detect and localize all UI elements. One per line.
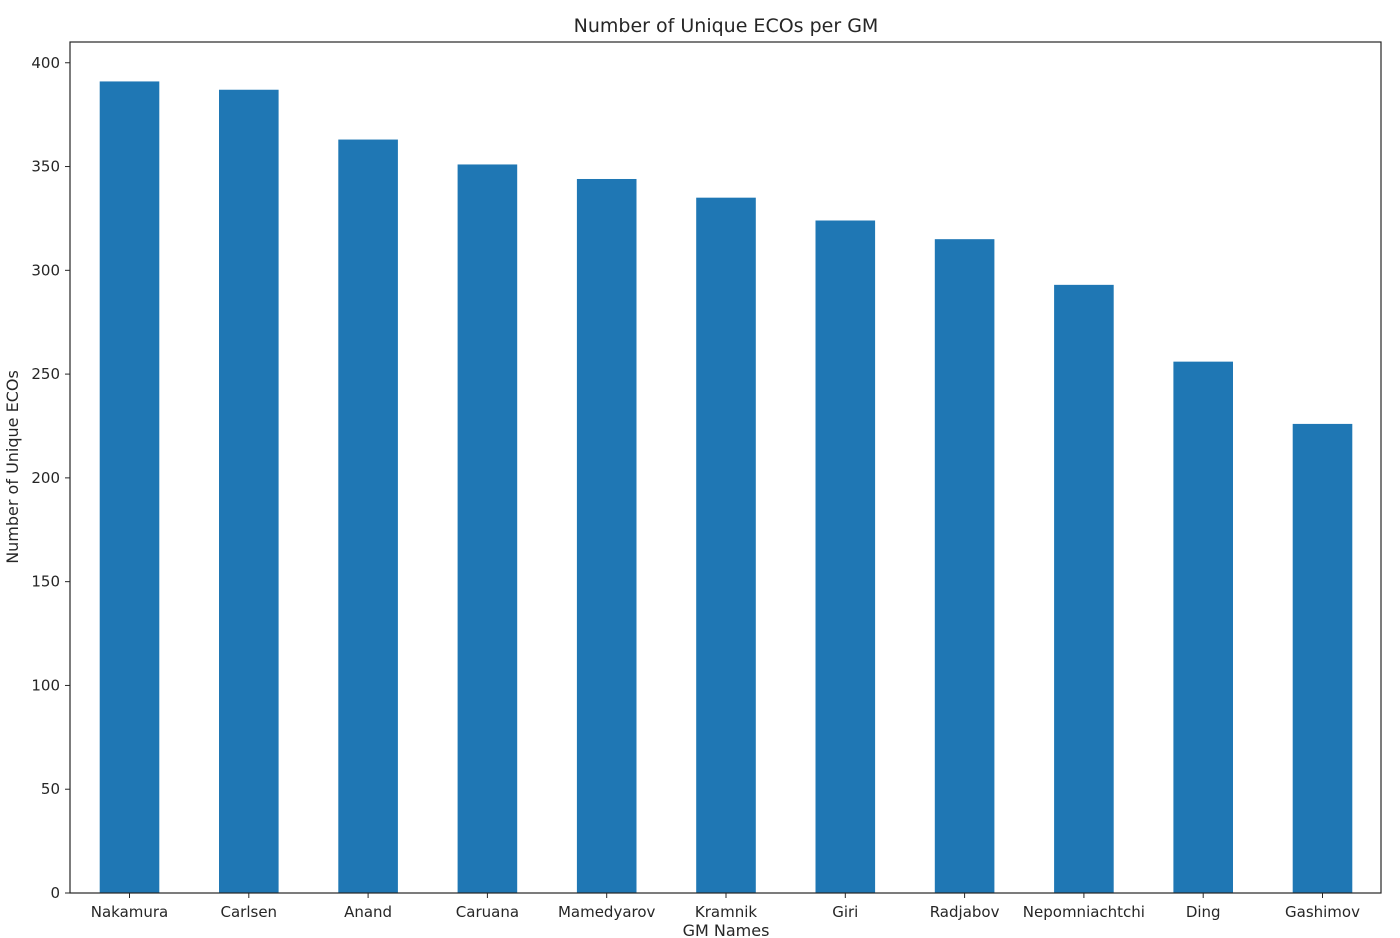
x-tick-label: Gashimov xyxy=(1285,903,1360,921)
y-tick-label: 50 xyxy=(41,780,60,798)
x-tick-label: Radjabov xyxy=(930,903,1000,921)
y-tick-label: 0 xyxy=(50,884,60,902)
y-tick-label: 150 xyxy=(31,573,60,591)
y-tick-label: 250 xyxy=(31,365,60,383)
x-axis-label: GM Names xyxy=(683,921,770,938)
x-tick-label: Kramnik xyxy=(695,903,757,921)
y-tick-label: 100 xyxy=(31,676,60,694)
x-tick-label: Carlsen xyxy=(221,903,278,921)
bar-kramnik xyxy=(696,197,756,894)
bars-group xyxy=(99,81,1353,894)
y-axis-label: Number of Unique ECOs xyxy=(3,370,22,564)
bar-anand xyxy=(338,139,398,894)
bar-mamedyarov xyxy=(576,178,637,894)
bar-nakamura xyxy=(99,81,160,893)
bar-gashimov xyxy=(1292,423,1353,893)
y-tick-label: 400 xyxy=(31,54,60,72)
bar-caruana xyxy=(457,164,518,893)
x-tick-label: Anand xyxy=(344,903,392,921)
bar-nepomniachtchi xyxy=(1054,284,1114,894)
x-tick-label: Nakamura xyxy=(91,903,169,921)
x-tick-label: Giri xyxy=(832,903,858,921)
x-tick-label: Ding xyxy=(1186,903,1221,921)
y-tick-label: 300 xyxy=(31,261,60,279)
x-axis: Nakamura Carlsen Anand Caruana Mamedyarov Kra… xyxy=(91,893,1360,921)
bar-carlsen xyxy=(219,89,279,894)
bar-giri xyxy=(815,220,876,893)
y-tick-label: 200 xyxy=(31,469,60,487)
x-tick-label: Mamedyarov xyxy=(558,903,656,921)
bar-radjabov xyxy=(934,239,995,893)
y-axis: 0 50 100 150 200 250 300 350 400 xyxy=(31,54,70,902)
x-tick-label: Caruana xyxy=(456,903,519,921)
bar-ding xyxy=(1173,361,1233,893)
chart-title: Number of Unique ECOs per GM xyxy=(574,15,879,37)
x-tick-label: Nepomniachtchi xyxy=(1023,903,1145,921)
y-tick-label: 350 xyxy=(31,158,60,176)
